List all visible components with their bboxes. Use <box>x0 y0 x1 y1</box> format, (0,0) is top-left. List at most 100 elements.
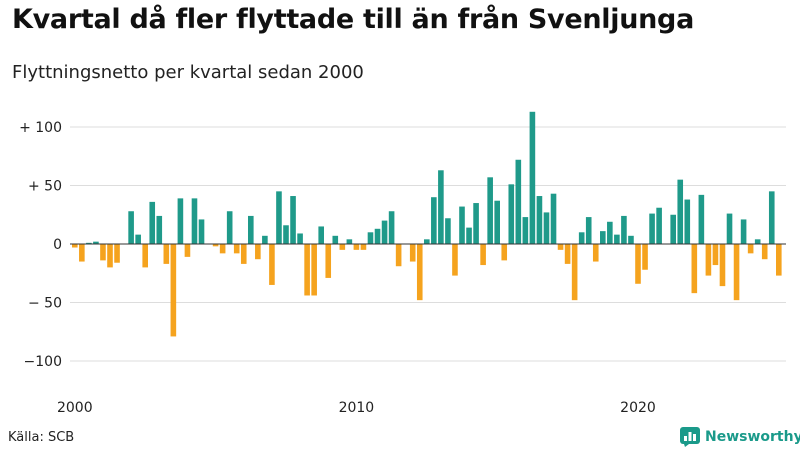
bar-positive <box>276 191 282 244</box>
bar-negative <box>557 244 564 250</box>
bar-positive <box>726 213 733 244</box>
bar-positive <box>684 199 691 244</box>
bar-positive <box>536 196 543 244</box>
x-tick-label: 2010 <box>339 400 375 416</box>
bar-positive <box>543 212 550 244</box>
bar-negative <box>501 244 508 261</box>
bar-negative <box>635 244 641 284</box>
bar-positive <box>607 221 613 244</box>
bar-negative <box>170 244 177 337</box>
bar-chart-logo-icon <box>680 427 700 447</box>
bar-negative <box>304 244 310 296</box>
bar-positive <box>649 213 655 244</box>
bar-negative <box>452 244 458 276</box>
bar-negative <box>184 244 191 257</box>
bar-positive <box>135 234 141 244</box>
source-note: Källa: SCB <box>8 430 75 445</box>
bar-positive <box>381 220 388 244</box>
chart-title: Kvartal då fler flyttade till än från Sv… <box>12 4 694 35</box>
bar-positive <box>297 233 303 244</box>
bar-negative <box>416 244 423 301</box>
bar-negative <box>571 244 578 301</box>
gridlines <box>70 126 786 362</box>
bar-negative <box>360 244 367 250</box>
y-tick-label: 0 <box>53 237 62 253</box>
bar-negative <box>747 244 754 254</box>
bar-positive <box>191 198 198 244</box>
bar-positive <box>585 217 592 244</box>
bar-negative <box>212 244 219 247</box>
bar-positive <box>283 225 289 244</box>
bar-positive <box>698 194 705 244</box>
bar-negative <box>395 244 402 267</box>
bar-positive <box>600 231 606 244</box>
y-tick-label: + 50 <box>28 179 62 195</box>
bar-negative <box>255 244 261 260</box>
bar-positive <box>754 239 761 244</box>
bar-positive <box>578 232 585 244</box>
bar-positive <box>550 193 557 244</box>
bar-positive <box>508 184 515 244</box>
bar-negative <box>480 244 486 266</box>
bar-negative <box>269 244 275 285</box>
bar-negative <box>142 244 148 268</box>
bar-positive <box>621 215 627 244</box>
bar-negative <box>705 244 712 276</box>
bar-positive <box>374 228 381 244</box>
bar-positive <box>128 211 134 244</box>
bar-negative <box>712 244 719 266</box>
bar-negative <box>219 244 226 254</box>
bar-positive <box>177 198 184 244</box>
bar-positive <box>677 179 684 244</box>
bar-negative <box>114 244 120 263</box>
bar-negative <box>339 244 346 250</box>
bar-negative <box>409 244 416 262</box>
y-tick-label: − 50 <box>28 296 62 312</box>
chart-subtitle: Flyttningsnetto per kvartal sedan 2000 <box>12 62 364 83</box>
bar-positive <box>529 111 536 244</box>
bar-positive <box>198 219 205 244</box>
x-tick-label: 2000 <box>57 400 93 416</box>
bar-negative <box>240 244 247 264</box>
bar-negative <box>100 244 106 261</box>
bar-positive <box>473 203 479 244</box>
bar-positive <box>740 219 747 244</box>
brand-logo[interactable]: Newsworthy <box>680 427 800 447</box>
bar-negative <box>733 244 740 301</box>
bar-positive <box>445 218 451 244</box>
bar-positive <box>86 242 92 244</box>
axes: + 100 + 50 0 − 50 −100 2000 2010 2020 <box>19 120 786 416</box>
bar-positive <box>388 211 395 244</box>
bar-negative <box>325 244 332 278</box>
bar-negative <box>163 244 170 264</box>
bar-negative <box>79 244 85 262</box>
bar-negative <box>592 244 599 262</box>
bar-positive <box>367 232 374 244</box>
y-tick-label: −100 <box>24 354 62 370</box>
bar-positive <box>487 177 493 244</box>
bars <box>72 111 782 337</box>
bar-positive <box>262 235 268 244</box>
bar-positive <box>290 196 296 244</box>
bar-negative <box>233 244 240 254</box>
bar-negative <box>776 244 782 276</box>
bar-negative <box>564 244 571 264</box>
bar-chart: + 100 + 50 0 − 50 −100 2000 2010 2020 <box>19 111 786 416</box>
bar-positive <box>614 234 620 244</box>
bar-positive <box>494 200 500 244</box>
bar-positive <box>226 211 233 244</box>
bar-positive <box>466 227 472 244</box>
bar-negative <box>719 244 726 287</box>
bar-positive <box>431 197 437 244</box>
bar-positive <box>93 241 99 244</box>
x-tick-label: 2020 <box>620 400 656 416</box>
bar-negative <box>353 244 360 250</box>
bar-positive <box>522 217 529 244</box>
brand-name: Newsworthy <box>705 429 800 445</box>
y-tick-label: + 100 <box>19 120 62 136</box>
bar-negative <box>311 244 317 296</box>
bar-negative <box>761 244 768 260</box>
bar-positive <box>768 191 775 244</box>
bar-positive <box>318 226 324 244</box>
bar-positive <box>670 214 676 244</box>
